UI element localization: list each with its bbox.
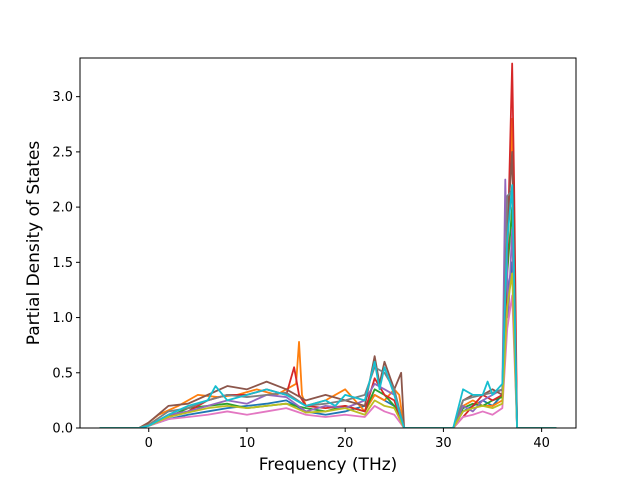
y-tick-label: 0.0 xyxy=(52,422,73,437)
series-line-9 xyxy=(99,184,557,428)
y-tick-label: 1.5 xyxy=(52,256,73,271)
plot-area-background xyxy=(80,58,576,428)
x-tick-label: 10 xyxy=(239,436,256,451)
y-tick-label: 1.0 xyxy=(52,311,73,326)
y-tick-label: 3.0 xyxy=(52,90,73,105)
series-line-4 xyxy=(99,178,557,428)
series-layer xyxy=(99,62,557,428)
y-tick-label: 2.0 xyxy=(52,201,73,216)
tick-layer: 0 10 20 30 40 0.0 0.5 1.0 1.5 2.0 2.5 3.0 xyxy=(52,90,550,451)
x-tick-label: 0 xyxy=(145,436,153,451)
series-line-1 xyxy=(99,117,557,428)
series-line-8 xyxy=(99,272,557,428)
y-tick-label: 0.5 xyxy=(52,366,73,381)
x-tick-label: 40 xyxy=(533,436,550,451)
plot-area-frame xyxy=(79,57,577,429)
x-axis-label: Frequency (THz) xyxy=(259,455,398,475)
y-tick-label: 2.5 xyxy=(52,145,73,160)
y-axis-label: Partial Density of States xyxy=(24,141,44,346)
x-tick-label: 20 xyxy=(337,436,354,451)
x-tick-label: 30 xyxy=(435,436,452,451)
